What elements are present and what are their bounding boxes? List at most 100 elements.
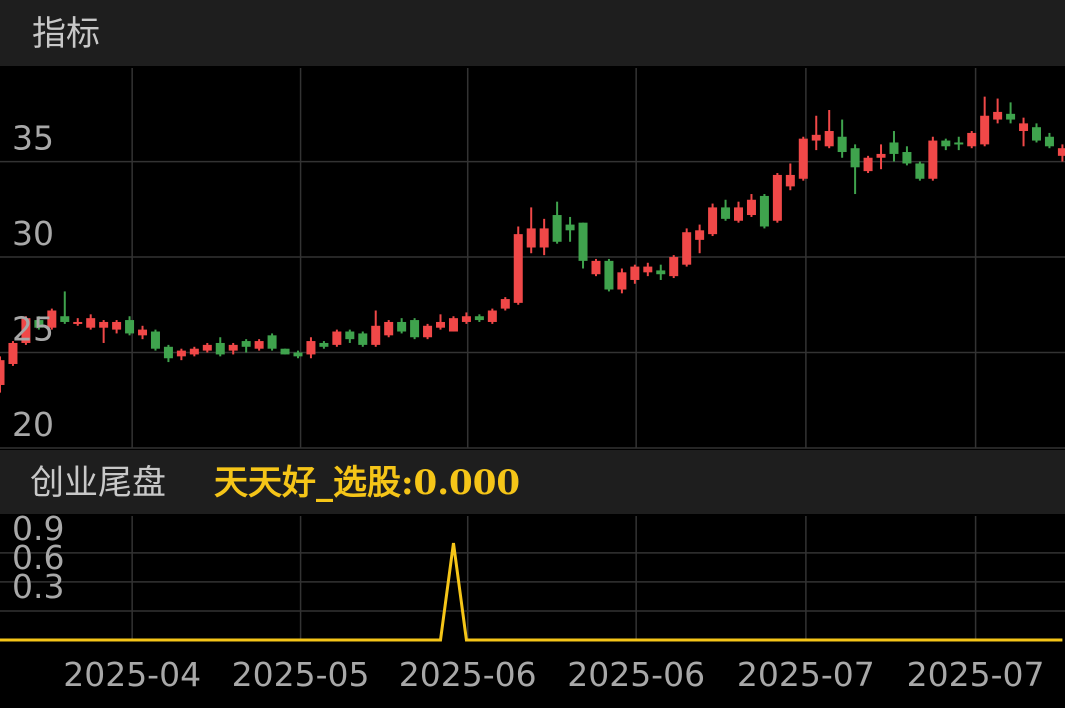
candle-body: [448, 318, 458, 332]
price-panel: 20 25 30 35: [0, 68, 1065, 449]
y-tick-label: 0.3: [12, 567, 64, 606]
candle-body: [1031, 127, 1041, 141]
candle-body: [474, 316, 484, 321]
candle-body: [630, 266, 640, 280]
candle-body: [500, 299, 510, 309]
candle-body: [734, 207, 744, 221]
candle-body: [397, 321, 407, 332]
candle-body: [967, 132, 977, 147]
y-tick-label: 0.9: [12, 509, 64, 548]
candle-body: [241, 341, 251, 347]
candle-body: [1019, 123, 1029, 132]
candle-body: [163, 346, 173, 359]
candle-body: [267, 335, 277, 349]
candle-body: [682, 232, 692, 265]
candle-body: [708, 207, 718, 235]
candle-body: [1044, 136, 1054, 147]
candle-body: [436, 321, 446, 328]
candle-body: [358, 333, 368, 345]
x-tick-label: 2025-06: [567, 655, 705, 694]
candle-body: [695, 230, 705, 240]
candle-body: [539, 228, 549, 248]
candle-body: [902, 152, 912, 164]
candle-body: [73, 321, 83, 324]
candle-body: [785, 174, 795, 187]
y-tick-label: 35: [12, 119, 54, 158]
y-tick-label: 0.6: [12, 538, 64, 577]
candle-body: [99, 321, 109, 328]
header-title: 指标: [32, 14, 100, 54]
candle-body: [293, 352, 303, 357]
candle-body: [21, 318, 31, 343]
candle-body: [410, 320, 420, 338]
candle-body: [215, 342, 225, 355]
candle-body: [772, 174, 782, 221]
candle-body: [578, 222, 588, 261]
candle-body: [824, 131, 834, 147]
candle-body: [34, 320, 44, 328]
candle-body: [189, 348, 199, 355]
candle-body: [656, 270, 666, 275]
candle-body: [643, 266, 653, 273]
candle-body: [423, 325, 433, 338]
candle-body: [552, 215, 562, 242]
candle-body: [617, 272, 627, 290]
candle-body: [461, 316, 471, 322]
y-tick-label: 25: [12, 310, 54, 349]
candle-body: [371, 325, 381, 345]
y-tick-label: 30: [12, 214, 54, 253]
candle-body: [513, 234, 523, 303]
candle-body: [604, 260, 614, 290]
candle-body: [384, 321, 394, 336]
legend-text: 天天好_选股:0.000: [214, 463, 520, 503]
candle-body: [319, 342, 329, 347]
candle-body: [811, 134, 821, 141]
candle-body: [850, 148, 860, 168]
candle-body: [306, 341, 316, 355]
candle-body: [138, 329, 148, 336]
indicator-panel: 0.30.60.9 2025-04 2025-05 2025-06 2025-06 202…: [0, 509, 1065, 694]
candle-body: [150, 331, 160, 349]
candle-body: [228, 344, 238, 351]
x-tick-label: 2025-06: [399, 655, 537, 694]
candle-body: [202, 344, 212, 351]
candle-body: [60, 316, 70, 322]
candle-body: [280, 348, 290, 355]
x-tick-label: 2025-07: [737, 655, 875, 694]
candle-body: [487, 310, 497, 322]
candle-body: [565, 224, 575, 231]
x-tick-label: 2025-04: [63, 655, 201, 694]
candle-body: [876, 153, 886, 158]
indicator-line: [0, 542, 1063, 642]
candle-body: [1006, 113, 1016, 120]
candle-body: [0, 360, 5, 385]
panel-bar: [0, 450, 1065, 514]
candle-body: [863, 157, 873, 172]
candle-body: [176, 350, 186, 357]
candle-body: [86, 318, 96, 328]
candle-body: [915, 163, 925, 179]
panel-title: 创业尾盘: [30, 463, 166, 503]
candle-body: [112, 321, 122, 330]
candle-body: [889, 142, 899, 154]
x-tick-label: 2025-05: [232, 655, 370, 694]
candle-body: [928, 140, 938, 179]
candle-body: [954, 142, 964, 145]
candle-body: [47, 310, 57, 328]
candle-body: [669, 257, 679, 277]
candle-body: [993, 111, 1003, 120]
candle-body: [8, 342, 18, 364]
candle-body: [759, 195, 769, 227]
candle-body: [941, 140, 951, 147]
candle-body: [332, 331, 342, 345]
x-tick-label: 2025-07: [907, 655, 1045, 694]
candle-body: [526, 228, 536, 248]
candle-body: [1057, 148, 1065, 156]
candle-body: [721, 207, 731, 219]
candle-body: [591, 260, 601, 275]
header-bar: [0, 0, 1065, 66]
candle-body: [837, 136, 847, 153]
y-tick-label: 20: [12, 405, 54, 444]
candle-body: [798, 138, 808, 179]
